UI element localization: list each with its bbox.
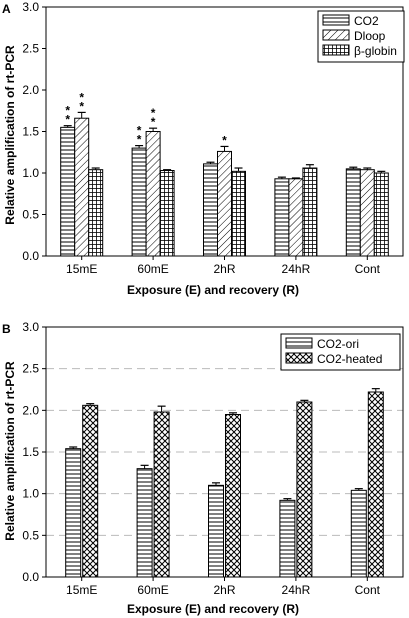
legend-label: CO2-ori	[317, 337, 359, 351]
significance-marker: *	[65, 104, 70, 118]
bar	[82, 404, 99, 578]
y-tick-label: 1.0	[22, 487, 39, 501]
legend-label: CO2	[354, 14, 379, 28]
significance-marker: *	[151, 115, 156, 129]
plot-area: 0.0 0.5 1.0 1.5 2.0 2.5 3.0 15mE 60mE 2hR 24hR Cont…	[22, 0, 404, 276]
x-tick-label: 60mE	[137, 583, 168, 597]
y-tick-label: 2.5	[22, 362, 39, 376]
bar	[217, 150, 232, 257]
y-tick-label: 2.0	[22, 83, 39, 97]
plot-area: 0.0 0.5 1.0 1.5 2.0 2.5 3.0 15mE 60mE 2hR 24hR Cont	[22, 320, 404, 597]
y-axis-label: Relative amplification of rt-PCR	[3, 45, 17, 225]
legend-label: β-globin	[354, 44, 397, 58]
x-tick-label: 15mE	[66, 262, 97, 276]
bar	[373, 172, 389, 257]
bar	[350, 489, 367, 578]
chart-panel-b: B Relative amplification of rt-PCR Expos…	[2, 320, 404, 616]
bar	[302, 167, 318, 257]
bar	[74, 117, 90, 257]
bar	[359, 169, 375, 257]
y-tick-label: 0.0	[22, 249, 39, 263]
x-tick-label: 2hR	[213, 262, 235, 276]
x-tick-label: 24hR	[282, 583, 311, 597]
bar	[279, 499, 296, 578]
legend-label: CO2-heated	[317, 352, 382, 366]
bar	[288, 178, 304, 257]
bar	[296, 401, 313, 578]
y-tick-label: 1.5	[22, 445, 39, 459]
bar	[274, 178, 290, 257]
bar	[345, 168, 361, 257]
y-tick-label: 3.0	[22, 320, 39, 334]
legend-swatch	[285, 352, 313, 364]
legend-swatch	[322, 44, 350, 56]
bar	[225, 414, 241, 578]
bar	[60, 126, 76, 257]
significance-marker: *	[137, 124, 142, 138]
bar	[65, 448, 82, 578]
x-axis-label: Exposure (E) and recovery (R)	[127, 283, 299, 297]
bar	[208, 484, 224, 578]
x-tick-label: 24hR	[282, 262, 311, 276]
x-tick-label: 15mE	[66, 583, 97, 597]
x-tick-label: Cont	[355, 583, 381, 597]
significance-marker: *	[222, 133, 227, 147]
significance-marker: *	[79, 99, 84, 113]
bar	[136, 468, 153, 578]
y-tick-label: 1.5	[22, 125, 39, 139]
x-tick-label: 2hR	[213, 583, 235, 597]
panel-label: B	[2, 322, 11, 336]
bar	[153, 411, 170, 578]
bar	[159, 170, 175, 257]
bar	[367, 391, 384, 578]
y-tick-label: 2.0	[22, 403, 39, 417]
bar	[88, 169, 104, 257]
significance-marker: *	[79, 90, 84, 104]
y-tick-label: 2.5	[22, 42, 39, 56]
y-axis-label: Relative amplification of rt-PCR	[3, 361, 17, 541]
significance-marker: *	[65, 113, 70, 127]
legend-swatch	[322, 14, 350, 26]
x-axis-label: Exposure (E) and recovery (R)	[127, 602, 299, 616]
y-tick-label: 0.0	[22, 570, 39, 584]
y-tick-label: 0.5	[22, 208, 39, 222]
y-tick-label: 1.0	[22, 166, 39, 180]
chart-panel-a: A Relative amplification of rt-PCR Expos…	[2, 0, 405, 297]
panel-label: A	[2, 2, 11, 16]
legend-swatch	[322, 29, 350, 41]
y-tick-label: 3.0	[22, 0, 39, 14]
bar	[203, 163, 218, 257]
significance-marker: *	[137, 133, 142, 147]
legend-swatch	[285, 337, 313, 349]
bar	[131, 147, 147, 257]
x-tick-label: Cont	[355, 262, 381, 276]
bar	[231, 170, 246, 257]
y-tick-label: 0.5	[22, 528, 39, 542]
significance-marker: *	[151, 106, 156, 120]
legend-label: Dloop	[354, 29, 386, 43]
bar	[145, 131, 161, 257]
x-tick-label: 60mE	[137, 262, 168, 276]
